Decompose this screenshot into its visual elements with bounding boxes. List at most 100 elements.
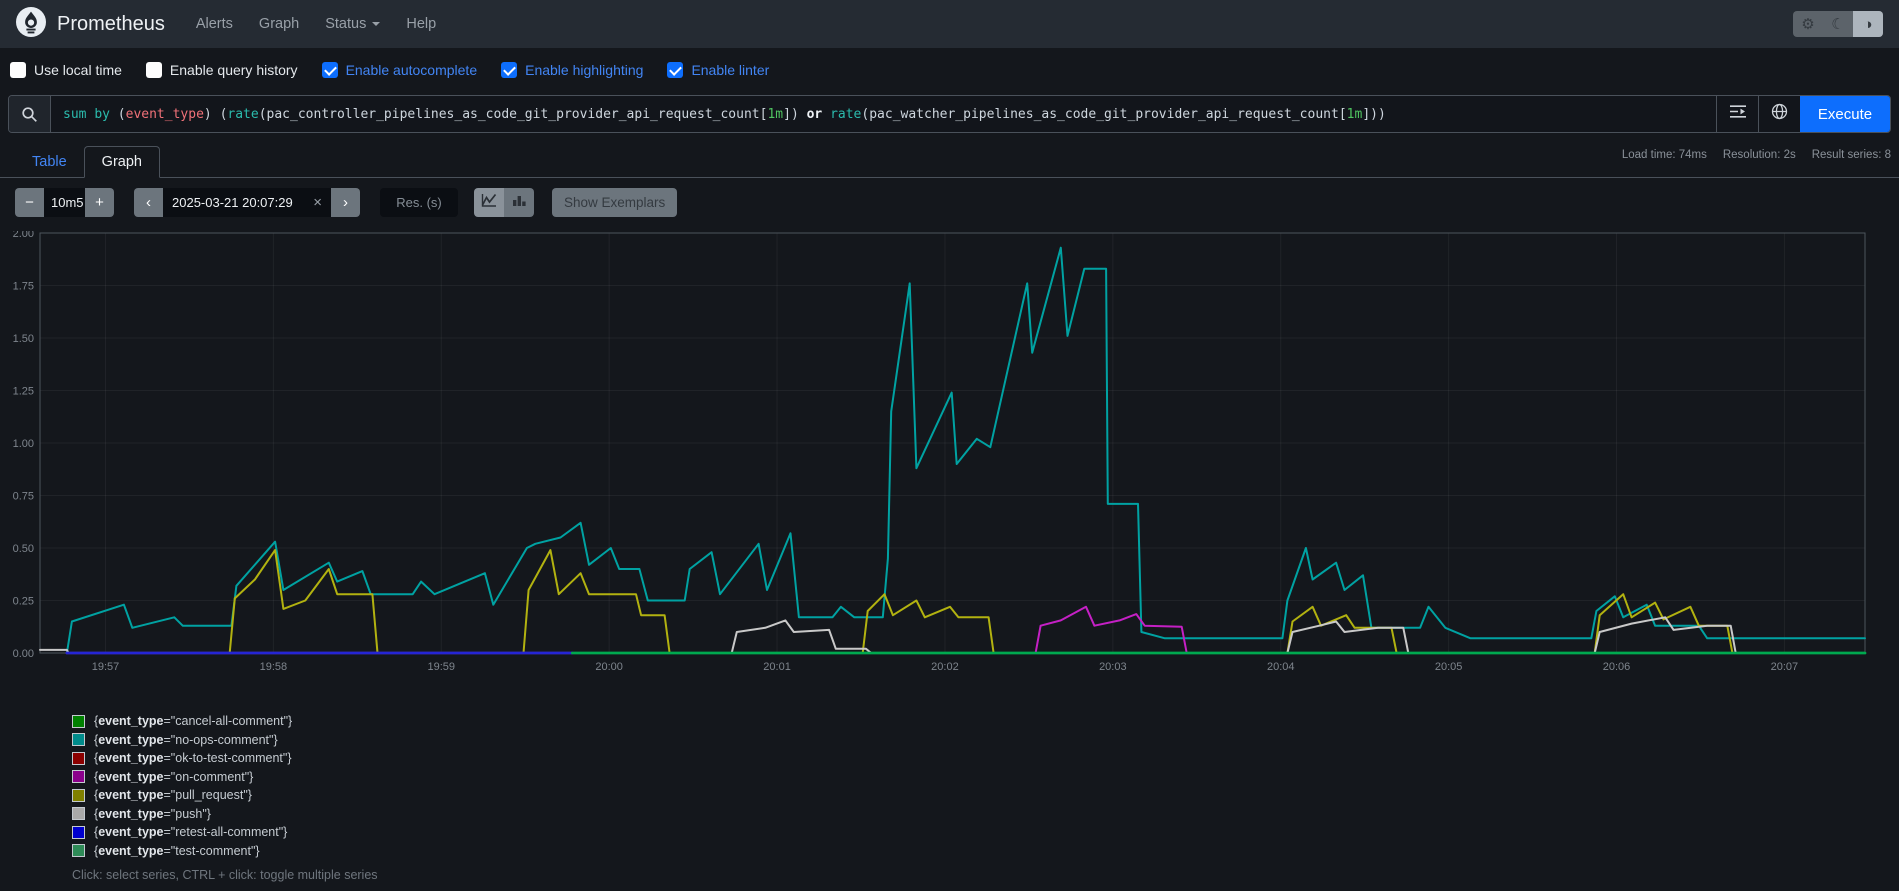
legend-label: {event_type="pull_request"}: [94, 788, 252, 802]
svg-text:0.25: 0.25: [13, 596, 34, 608]
query-token: pac_controller_pipelines_as_code_git_pro…: [267, 107, 760, 122]
legend-swatch-icon: [72, 844, 85, 857]
checkbox-checked-icon[interactable]: [501, 62, 517, 78]
legend-item-retest-all-comment[interactable]: {event_type="retest-all-comment"}: [72, 823, 1899, 842]
query-token: ]: [1362, 107, 1370, 122]
query-token: (: [861, 107, 869, 122]
metrics-explorer-button[interactable]: [1716, 96, 1758, 132]
svg-text:20:02: 20:02: [931, 661, 959, 673]
option-label: Enable autocomplete: [346, 62, 478, 78]
checkbox-unchecked-icon[interactable]: [10, 62, 26, 78]
settings-button[interactable]: ⚙: [1793, 11, 1823, 37]
time-value: 2025-03-21 20:07:29: [172, 195, 293, 210]
svg-text:1.75: 1.75: [13, 281, 34, 293]
query-token: rate: [830, 107, 861, 122]
nav-link-help[interactable]: Help: [406, 16, 436, 32]
resolution-input[interactable]: Res. (s): [380, 188, 458, 217]
svg-text:20:00: 20:00: [595, 661, 623, 673]
auto-theme-button[interactable]: ◑: [1853, 11, 1883, 37]
svg-text:20:05: 20:05: [1435, 661, 1463, 673]
globe-icon: [1771, 103, 1788, 125]
legend-item-test-comment[interactable]: {event_type="test-comment"}: [72, 842, 1899, 861]
nav-link-alerts[interactable]: Alerts: [196, 16, 233, 32]
svg-text:1.25: 1.25: [13, 386, 34, 398]
graph-canvas[interactable]: 0.000.250.500.751.001.251.501.752.0019:5…: [0, 231, 1899, 681]
query-token: ): [204, 107, 212, 122]
svg-text:19:59: 19:59: [427, 661, 455, 673]
svg-text:0.50: 0.50: [13, 543, 34, 555]
stacked-chart-button[interactable]: [504, 188, 534, 217]
nav-link-graph[interactable]: Graph: [259, 16, 299, 32]
execute-button[interactable]: Execute: [1800, 96, 1890, 132]
legend-swatch-icon: [72, 789, 85, 802]
tab-table[interactable]: Table: [15, 147, 84, 177]
query-input[interactable]: sum by (event_type) (rate(pac_controller…: [51, 96, 1716, 132]
svg-text:20:01: 20:01: [763, 661, 791, 673]
stacked-chart-icon: [512, 193, 527, 212]
option-enable-linter[interactable]: Enable linter: [667, 62, 769, 78]
global-functions-button[interactable]: [1758, 96, 1800, 132]
legend-label: {event_type="push"}: [94, 807, 211, 821]
series-line-push: [40, 617, 1736, 653]
query-token: [: [760, 107, 768, 122]
legend-item-on-comment[interactable]: {event_type="on-comment"}: [72, 768, 1899, 787]
option-enable-autocomplete[interactable]: Enable autocomplete: [322, 62, 478, 78]
query-token: (: [259, 107, 267, 122]
range-increase-button[interactable]: +: [85, 188, 114, 217]
option-enable-query-history[interactable]: Enable query history: [146, 62, 298, 78]
dark-theme-button[interactable]: ☾: [1823, 11, 1853, 37]
time-back-button[interactable]: ‹: [134, 188, 163, 217]
prometheus-brand[interactable]: Prometheus: [16, 7, 165, 42]
line-chart-button[interactable]: [474, 188, 504, 217]
option-enable-highlighting[interactable]: Enable highlighting: [501, 62, 643, 78]
legend-swatch-icon: [72, 826, 85, 839]
legend-swatch-icon: [72, 752, 85, 765]
query-token: pac_watcher_pipelines_as_code_git_provid…: [869, 107, 1339, 122]
prometheus-logo-icon: [16, 7, 46, 42]
svg-text:19:57: 19:57: [92, 661, 120, 673]
query-token: [110, 107, 118, 122]
navbar: Prometheus Alerts Graph Status Help ⚙ ☾◑: [0, 0, 1899, 48]
legend-item-pull_request[interactable]: {event_type="pull_request"}: [72, 786, 1899, 805]
query-token: 1m: [767, 107, 783, 122]
query-token: 1m: [1347, 107, 1363, 122]
time-forward-button[interactable]: ›: [331, 188, 360, 217]
option-label: Enable linter: [691, 62, 769, 78]
svg-text:1.00: 1.00: [13, 438, 34, 450]
gear-icon: ⚙: [1801, 15, 1814, 33]
nav-links: Alerts Graph Status Help: [183, 16, 449, 32]
nav-link-status[interactable]: Status: [325, 16, 380, 32]
query-stats: Load time: 74msResolution: 2sResult seri…: [1606, 149, 1891, 161]
checkbox-unchecked-icon[interactable]: [146, 62, 162, 78]
chart-type-group: [474, 188, 534, 217]
legend-item-no-ops-comment[interactable]: {event_type="no-ops-comment"}: [72, 731, 1899, 750]
legend-item-cancel-all-comment[interactable]: {event_type="cancel-all-comment"}: [72, 712, 1899, 731]
legend-label: {event_type="retest-all-comment"}: [94, 825, 287, 839]
range-group: − 10m5 +: [15, 188, 114, 217]
query-token: ): [791, 107, 799, 122]
range-input[interactable]: 10m5: [44, 188, 85, 217]
tab-row: Table Graph Load time: 74msResolution: 2…: [0, 142, 1899, 178]
legend-item-ok-to-test-comment[interactable]: {event_type="ok-to-test-comment"}: [72, 749, 1899, 768]
query-token: by: [94, 107, 110, 122]
query-token: (: [118, 107, 126, 122]
time-input[interactable]: 2025-03-21 20:07:29 ×: [163, 188, 331, 217]
legend-hint: Click: select series, CTRL + click: togg…: [72, 868, 1899, 882]
legend-swatch-icon: [72, 715, 85, 728]
option-use-local-time[interactable]: Use local time: [10, 62, 122, 78]
option-label: Enable query history: [170, 62, 298, 78]
legend-item-push[interactable]: {event_type="push"}: [72, 805, 1899, 824]
range-decrease-button[interactable]: −: [15, 188, 44, 217]
legend-swatch-icon: [72, 733, 85, 746]
checkbox-checked-icon[interactable]: [667, 62, 683, 78]
time-group: ‹ 2025-03-21 20:07:29 × ›: [134, 188, 360, 217]
query-token: [799, 107, 807, 122]
checkbox-checked-icon[interactable]: [322, 62, 338, 78]
clear-time-icon[interactable]: ×: [313, 194, 322, 211]
tab-graph[interactable]: Graph: [84, 146, 160, 178]
stat-item: Resolution: 2s: [1723, 149, 1796, 161]
series-line-on-comment: [1036, 607, 1187, 653]
legend-label: {event_type="no-ops-comment"}: [94, 733, 278, 747]
query-token: or: [807, 107, 823, 122]
show-exemplars-button[interactable]: Show Exemplars: [552, 188, 677, 217]
